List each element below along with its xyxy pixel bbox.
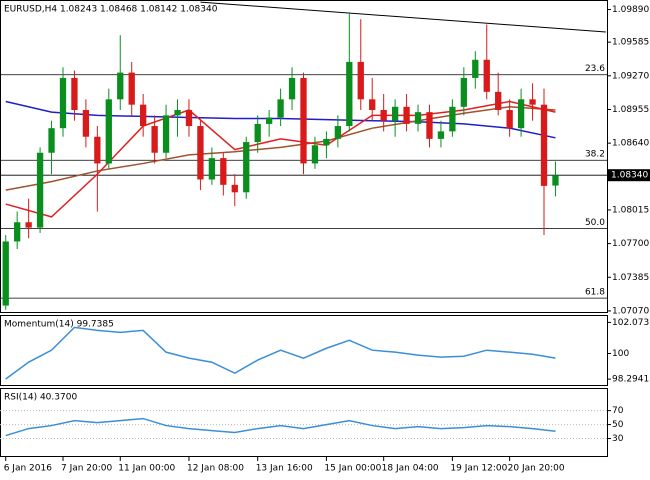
candle-body xyxy=(105,99,112,164)
candle-body xyxy=(14,222,21,242)
x-tick-label: 19 Jan 12:00 xyxy=(450,464,507,474)
x-tick-label: 11 Jan 00:00 xyxy=(118,464,175,474)
candle-body xyxy=(265,117,273,124)
y-tick-label: 1.09890 xyxy=(612,5,649,15)
candle-body xyxy=(94,136,101,164)
candle-body xyxy=(71,77,78,111)
candle-body xyxy=(277,99,284,118)
y-tick-label: 30 xyxy=(612,434,624,444)
candle-body xyxy=(391,106,399,121)
candle-body xyxy=(369,99,376,111)
x-tick-label: 15 Jan 00:00 xyxy=(324,464,381,474)
candle-body xyxy=(25,222,32,228)
candle-body xyxy=(483,59,490,92)
candle-body xyxy=(495,91,502,111)
y-tick-label: 98.2941 xyxy=(612,375,649,385)
candle-body xyxy=(162,115,170,153)
candle-body xyxy=(300,77,307,164)
candle-body xyxy=(426,112,433,139)
rsi-title: RSI(14) 40.3700 xyxy=(4,393,77,403)
candle-body xyxy=(48,128,55,153)
candle-body xyxy=(174,110,181,116)
y-tick-label: 1.07385 xyxy=(612,273,649,283)
current-price-box xyxy=(607,169,650,182)
y-tick-label: 70 xyxy=(612,406,624,416)
candle-body xyxy=(449,106,456,132)
y-tick-label: 1.07070 xyxy=(612,306,649,316)
x-tick-label: 13 Jan 16:00 xyxy=(256,464,313,474)
candle-body xyxy=(357,61,364,100)
candle-body xyxy=(529,99,536,105)
fib-label: 38.2 xyxy=(585,150,605,160)
indicator-line xyxy=(5,417,556,437)
trendline xyxy=(200,1,606,33)
candle-body xyxy=(36,152,44,228)
candle-body xyxy=(437,131,445,139)
candle-body xyxy=(403,106,410,124)
y-tick-label: 1.09585 xyxy=(612,38,649,48)
candle-body xyxy=(243,142,250,193)
candle-body xyxy=(346,61,353,127)
candle-body xyxy=(140,104,147,127)
candle-body xyxy=(2,241,9,306)
fib-label: 23.6 xyxy=(585,64,605,74)
candle-body xyxy=(472,59,479,78)
fib-label: 50.0 xyxy=(585,218,605,228)
candle-body xyxy=(311,145,319,164)
rsi-panel xyxy=(0,388,608,457)
candle-body xyxy=(380,110,387,121)
candle-body xyxy=(334,126,342,139)
candle-body xyxy=(59,77,67,129)
y-tick-label: 1.08015 xyxy=(612,205,649,215)
main-panel xyxy=(0,0,608,313)
candle-body xyxy=(506,110,513,129)
y-tick-label: 50 xyxy=(612,420,624,430)
current-price-label: 1.08340 xyxy=(611,171,648,181)
candle-body xyxy=(220,158,227,185)
fib-label: 61.8 xyxy=(585,288,605,298)
candle-body xyxy=(197,126,204,180)
candle-body xyxy=(288,77,296,100)
candle-body xyxy=(552,175,559,186)
candle-body xyxy=(128,72,135,105)
y-tick-label: 102.0737 xyxy=(612,318,650,328)
x-tick-label: 20 Jan 20:00 xyxy=(508,464,565,474)
momentum-panel xyxy=(0,315,608,386)
chart-title: EURUSD,H4 1.08243 1.08468 1.08142 1.0834… xyxy=(4,5,218,15)
candle-body xyxy=(82,110,90,137)
momentum-title: Momentum(14) 99.7385 xyxy=(4,320,114,330)
y-tick-label: 100 xyxy=(612,349,629,359)
candle-body xyxy=(460,77,467,107)
x-tick-label: 12 Jan 08:00 xyxy=(187,464,244,474)
y-tick-label: 1.08955 xyxy=(612,105,649,115)
x-tick-label: 6 Jan 2016 xyxy=(4,464,52,474)
candle-body xyxy=(540,104,548,186)
candle-body xyxy=(231,184,238,193)
indicator-line xyxy=(5,326,556,380)
y-tick-label: 1.07700 xyxy=(612,239,649,249)
y-tick-label: 1.08640 xyxy=(612,139,649,149)
candle-body xyxy=(185,110,193,127)
candle-body xyxy=(117,72,124,100)
candle-body xyxy=(254,123,261,143)
x-tick-label: 18 Jan 04:00 xyxy=(382,464,439,474)
candle-body xyxy=(517,99,525,129)
candle-body xyxy=(323,138,330,146)
candle-body xyxy=(151,126,158,153)
x-tick-label: 7 Jan 20:00 xyxy=(61,464,113,474)
candle-body xyxy=(414,112,422,124)
y-tick-label: 1.09270 xyxy=(612,71,649,81)
candle-body xyxy=(208,158,216,180)
